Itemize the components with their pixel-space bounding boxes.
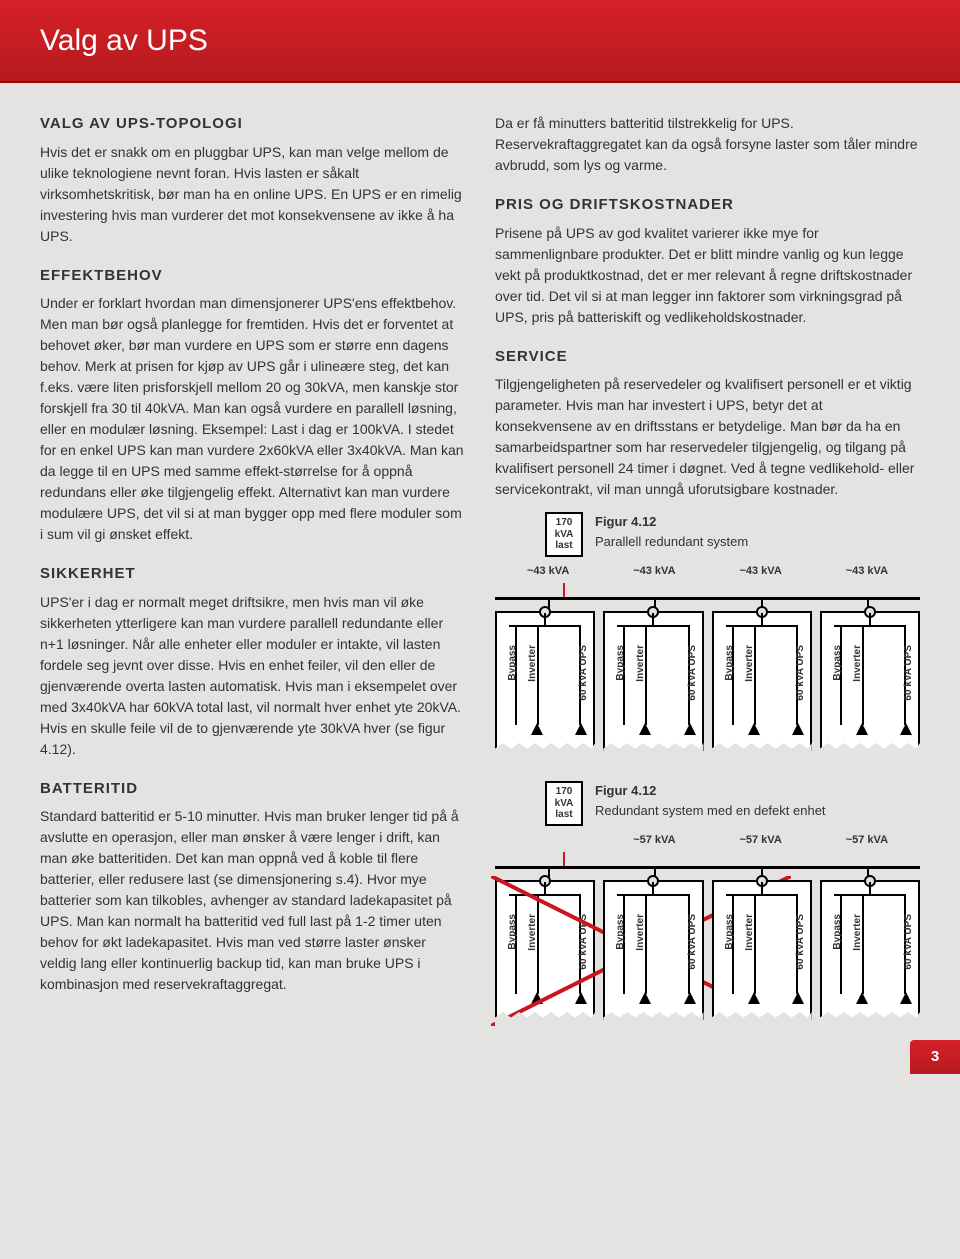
ups-rating-label: 60 kVA UPS	[901, 914, 916, 970]
load-unit: kVA	[555, 798, 574, 809]
heading-service: SERVICE	[495, 346, 920, 369]
para-sikkerhet: UPS'er i dag er normalt meget driftsikre…	[40, 592, 465, 760]
ups-rating-label: 60 kVA UPS	[576, 645, 591, 701]
load-unit: kVA	[555, 529, 574, 540]
para-pris: Prisene på UPS av god kvalitet varierer …	[495, 223, 920, 328]
page-number: 3	[931, 1046, 939, 1069]
kva-label: ~43 kVA	[601, 563, 707, 580]
para-topology: Hvis det er snakk om en pluggbar UPS, ka…	[40, 142, 465, 247]
para-batteritid: Standard batteritid er 5-10 minutter. Hv…	[40, 806, 465, 995]
figure-4-12-b: 170 kVA last Figur 4.12 Redundant system…	[495, 781, 920, 1020]
inverter-label: Inverter	[633, 645, 648, 682]
inverter-label: Inverter	[850, 914, 865, 951]
kva-labels-row: ~43 kVA ~43 kVA ~43 kVA ~43 kVA	[495, 563, 920, 580]
load-label: last	[555, 540, 572, 551]
load-label: last	[555, 809, 572, 820]
figure-number: Figur 4.12	[595, 781, 826, 801]
bypass-label: Bypass	[722, 645, 737, 681]
kva-label: ~43 kVA	[814, 563, 920, 580]
bypass-label: Bypass	[613, 914, 628, 950]
load-box: 170 kVA last	[545, 781, 583, 826]
ups-units-row: Bypass Inverter 60 kVA UPS Bypass Invert…	[495, 880, 920, 1020]
page-header: Valg av UPS	[0, 0, 960, 83]
kva-label: ~57 kVA	[601, 832, 707, 849]
load-value: 170	[556, 517, 573, 528]
ups-unit: Bypass Inverter 60 kVA UPS	[603, 611, 703, 751]
kva-labels-row: ~57 kVA ~57 kVA ~57 kVA	[495, 832, 920, 849]
ups-rating-label: 60 kVA UPS	[793, 645, 808, 701]
ups-rating-label: 60 kVA UPS	[901, 645, 916, 701]
ups-unit: Bypass Inverter 60 kVA UPS	[712, 880, 812, 1020]
heading-effekt: EFFEKTBEHOV	[40, 265, 465, 288]
bus-line	[495, 583, 920, 611]
ups-unit-failed: Bypass Inverter 60 kVA UPS	[495, 880, 595, 1020]
figure-title: Parallell redundant system	[595, 534, 748, 549]
ups-rating-label: 60 kVA UPS	[685, 645, 700, 701]
bypass-label: Bypass	[830, 914, 845, 950]
ups-rating-label: 60 kVA UPS	[576, 914, 591, 970]
ups-unit: Bypass Inverter 60 kVA UPS	[603, 880, 703, 1020]
figure-title: Redundant system med en defekt enhet	[595, 803, 826, 818]
load-box: 170 kVA last	[545, 512, 583, 557]
ups-unit: Bypass Inverter 60 kVA UPS	[495, 611, 595, 751]
heading-topology: VALG AV UPS-TOPOLOGI	[40, 113, 465, 136]
bus-line	[495, 852, 920, 880]
figure-caption: Figur 4.12 Parallell redundant system	[595, 512, 748, 551]
ups-unit: Bypass Inverter 60 kVA UPS	[820, 611, 920, 751]
inverter-label: Inverter	[742, 914, 757, 951]
bypass-label: Bypass	[613, 645, 628, 681]
inverter-label: Inverter	[525, 914, 540, 951]
kva-label: ~43 kVA	[708, 563, 814, 580]
para-batteritid-cont: Da er få minutters batteritid tilstrekke…	[495, 113, 920, 176]
inverter-label: Inverter	[850, 645, 865, 682]
bypass-label: Bypass	[722, 914, 737, 950]
kva-label: ~43 kVA	[495, 563, 601, 580]
kva-label-empty	[495, 832, 601, 849]
kva-label: ~57 kVA	[708, 832, 814, 849]
ups-rating-label: 60 kVA UPS	[793, 914, 808, 970]
ups-units-row: Bypass Inverter 60 kVA UPS Bypass Invert…	[495, 611, 920, 751]
inverter-label: Inverter	[633, 914, 648, 951]
content-area: VALG AV UPS-TOPOLOGI Hvis det er snakk o…	[0, 83, 960, 1040]
page-number-tab: 3	[910, 1040, 960, 1074]
bypass-label: Bypass	[505, 645, 520, 681]
heading-pris: PRIS OG DRIFTSKOSTNADER	[495, 194, 920, 217]
heading-batteritid: BATTERITID	[40, 778, 465, 801]
ups-unit: Bypass Inverter 60 kVA UPS	[820, 880, 920, 1020]
right-column: Da er få minutters batteritid tilstrekke…	[495, 113, 920, 1020]
figure-caption: Figur 4.12 Redundant system med en defek…	[595, 781, 826, 820]
figure-4-12-a: 170 kVA last Figur 4.12 Parallell redund…	[495, 512, 920, 751]
ups-rating-label: 60 kVA UPS	[685, 914, 700, 970]
kva-label: ~57 kVA	[814, 832, 920, 849]
figure-number: Figur 4.12	[595, 512, 748, 532]
bypass-label: Bypass	[505, 914, 520, 950]
inverter-label: Inverter	[742, 645, 757, 682]
inverter-label: Inverter	[525, 645, 540, 682]
page-title: Valg av UPS	[40, 24, 208, 57]
para-service: Tilgjengeligheten på reservedeler og kva…	[495, 374, 920, 500]
ups-unit: Bypass Inverter 60 kVA UPS	[712, 611, 812, 751]
para-effekt: Under er forklart hvordan man dimensjone…	[40, 293, 465, 545]
left-column: VALG AV UPS-TOPOLOGI Hvis det er snakk o…	[40, 113, 465, 1020]
heading-sikkerhet: SIKKERHET	[40, 563, 465, 586]
load-value: 170	[556, 786, 573, 797]
bypass-label: Bypass	[830, 645, 845, 681]
